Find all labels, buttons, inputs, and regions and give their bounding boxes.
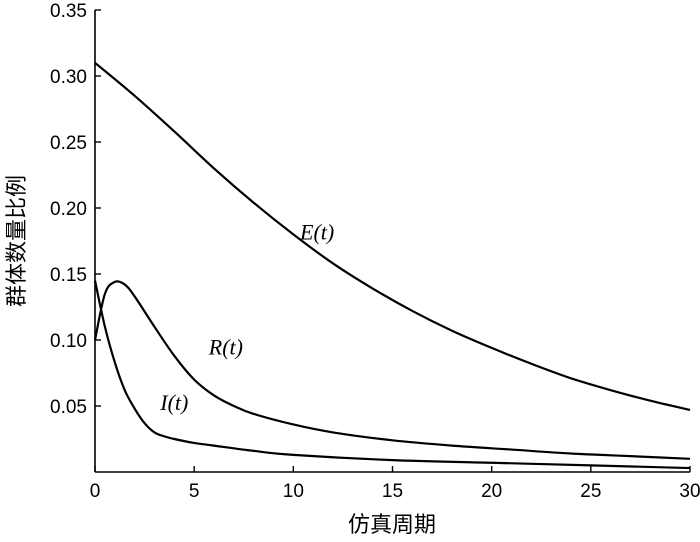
x-tick-label: 5 <box>189 481 200 502</box>
series-label-r: R(t) <box>208 335 243 360</box>
y-tick-label: 0.10 <box>50 331 87 352</box>
x-tick-label: 30 <box>679 481 700 502</box>
y-axis-title: 群体数量比例 <box>5 175 30 307</box>
series-line-e <box>94 61 691 412</box>
series-line-r <box>93 280 691 460</box>
series-line-i <box>93 280 691 470</box>
x-tick-label: 10 <box>283 481 304 502</box>
series-labels: E(t) R(t) I(t) <box>159 220 334 415</box>
ticks: 0 5 10 15 20 25 30 0.05 0.10 0.15 0.20 0.25 0.30 0.35 <box>50 1 700 502</box>
y-tick-label: 0.25 <box>50 133 87 154</box>
y-tick-label: 0.35 <box>50 1 87 22</box>
x-axis-title: 仿真周期 <box>348 513 436 538</box>
series-label-e: E(t) <box>299 220 334 245</box>
y-tick-label: 0.20 <box>50 199 87 220</box>
x-tick-label: 15 <box>382 481 403 502</box>
x-tick-label: 20 <box>481 481 502 502</box>
y-tick-label: 0.30 <box>50 67 87 88</box>
series-lines <box>93 61 691 470</box>
y-tick-label: 0.15 <box>50 265 87 286</box>
series-label-i: I(t) <box>159 390 188 415</box>
x-tick-label: 25 <box>580 481 601 502</box>
x-tick-label: 0 <box>90 481 101 502</box>
y-tick-label: 0.05 <box>50 397 87 418</box>
